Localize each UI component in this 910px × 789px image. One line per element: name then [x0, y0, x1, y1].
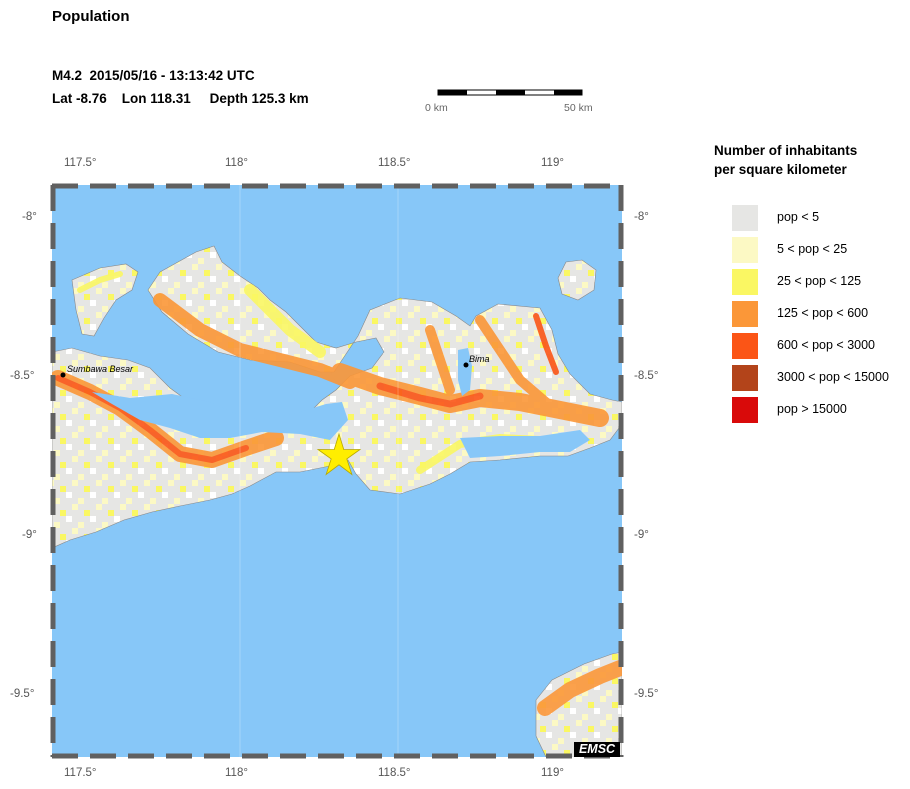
- saleh-bay: [92, 392, 348, 440]
- lon-label-bottom: 117.5°: [64, 767, 97, 779]
- sangeang-islet: [557, 259, 597, 301]
- lon-label-top: 119°: [541, 157, 564, 169]
- legend-swatch: [732, 397, 758, 423]
- legend-swatch: [732, 269, 758, 295]
- sumbawa-besar-marker: [60, 372, 66, 378]
- bima-marker: [463, 362, 469, 368]
- lon-label-bottom: 118.5°: [378, 767, 411, 779]
- lat-label-left: -9°: [22, 529, 37, 541]
- legend-title: Number of inhabitants per square kilomet…: [714, 141, 894, 179]
- event-location-depth: Lat -8.76 Lon 118.31 Depth 125.3 km: [52, 91, 309, 106]
- legend-label: 25 < pop < 125: [777, 274, 862, 288]
- legend-label: 5 < pop < 25: [777, 242, 848, 256]
- legend-swatch: [732, 333, 758, 359]
- lon-label-top: 118°: [225, 157, 248, 169]
- legend-label: 125 < pop < 600: [777, 306, 869, 320]
- legend-label: pop > 15000: [777, 402, 847, 416]
- moyo-island: [71, 263, 139, 337]
- scale-start-label: 0 km: [425, 102, 448, 114]
- lat-label-right: -9.5°: [634, 688, 659, 700]
- legend-swatch: [732, 237, 758, 263]
- scale-end-label: 50 km: [564, 102, 593, 114]
- bima-label: Bima: [469, 354, 490, 364]
- legend-swatch: [732, 301, 758, 327]
- legend-title-line2: per square kilometer: [714, 162, 847, 177]
- legend-label: pop < 5: [777, 210, 820, 224]
- lon-label-top: 117.5°: [64, 157, 97, 169]
- cempi-bay: [460, 430, 590, 458]
- lat-label-left: -8°: [22, 211, 37, 223]
- lon-label-bottom: 118°: [225, 767, 248, 779]
- emsc-watermark: EMSC: [574, 742, 620, 757]
- lat-label-left: -8.5°: [10, 370, 35, 382]
- scale-bar: [437, 89, 583, 96]
- lat-label-right: -8.5°: [634, 370, 659, 382]
- population-density-bands: [52, 271, 622, 716]
- map-frame: [50, 183, 624, 759]
- legend-label: 3000 < pop < 15000: [777, 370, 889, 384]
- epicenter-star-icon: [316, 432, 362, 476]
- bima-bay: [458, 348, 472, 396]
- legend-title-line1: Number of inhabitants: [714, 143, 858, 158]
- legend-label: 600 < pop < 3000: [777, 338, 876, 352]
- sumbawa-besar-label: Sumbawa Besar: [67, 364, 134, 374]
- lon-label-top: 118.5°: [378, 157, 411, 169]
- lat-label-left: -9.5°: [10, 688, 35, 700]
- legend-swatch: [732, 205, 758, 231]
- landmasses: [52, 245, 622, 757]
- lon-label-bottom: 119°: [541, 767, 564, 779]
- map-title: Population: [52, 8, 130, 25]
- lat-label-right: -8°: [634, 211, 649, 223]
- lat-label-right: -9°: [634, 529, 649, 541]
- event-magnitude-time: M4.2 2015/05/16 - 13:13:42 UTC: [52, 68, 255, 83]
- legend-swatch: [732, 365, 758, 391]
- graticule: [239, 185, 399, 757]
